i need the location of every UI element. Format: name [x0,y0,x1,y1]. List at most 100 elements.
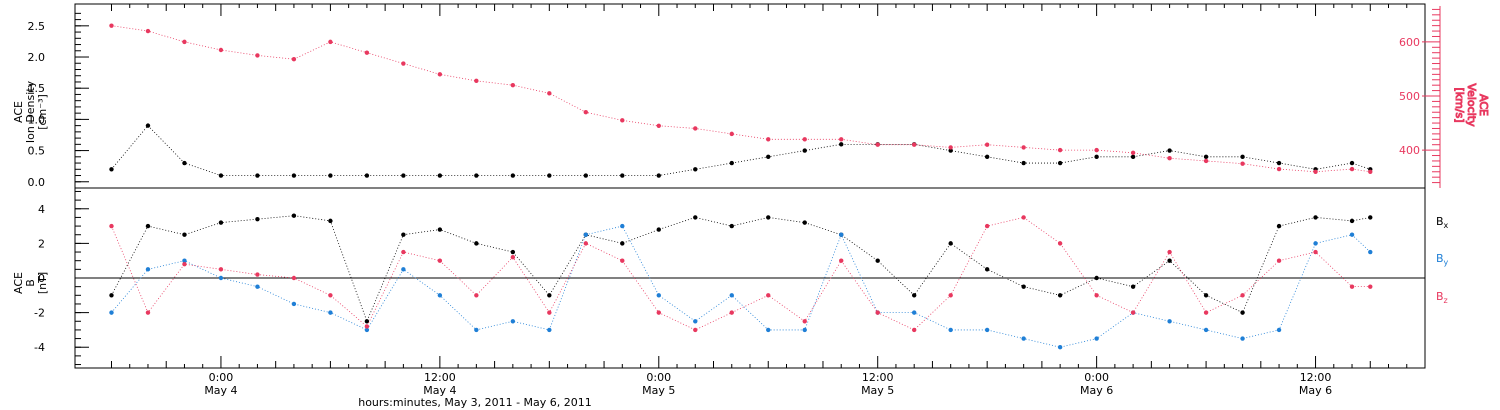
xtick-time-label: 12:00 [424,371,456,384]
xtick-date-label: May 6 [1080,384,1113,397]
bottom-point [1349,218,1355,224]
bottom-point [656,227,661,232]
bottom-point [1203,310,1209,315]
xtick-time-label: 12:00 [1300,371,1332,384]
top-point [948,145,953,150]
bottom-point [620,258,625,263]
bottom-point [583,241,589,246]
bottom-point [547,310,552,315]
bottom-point [1349,284,1355,289]
bottom-point [291,275,297,281]
bottom-point [948,241,953,246]
bottom-point [364,327,370,333]
bottom-point [510,249,516,255]
bottom-point [839,258,844,263]
top-point [218,47,224,53]
bottom-point [547,327,552,333]
bottom-point [401,249,406,255]
bottom-point [291,213,297,218]
top-point [474,78,479,84]
bottom-point [729,310,734,315]
top-ytick-label: 0.5 [28,145,46,158]
top-point [1094,154,1099,160]
bottom-point [437,227,443,232]
top-point [729,160,734,166]
bottom-point [437,258,443,263]
bottom-point [1313,215,1318,220]
bottom-point [1313,241,1318,246]
top-point [1130,150,1136,156]
bottom-point [364,319,370,324]
xtick-date-label: May 5 [642,384,675,397]
xtick-time-label: 0:00 [209,371,234,384]
bottom-point [693,215,698,220]
bottom-point [1094,336,1099,341]
bottom-point [766,293,771,298]
bottom-point [1368,249,1373,255]
bottom-point [1167,319,1172,324]
bottom-point [656,310,661,315]
top-point [839,142,844,147]
top-ytick-label: 1.5 [28,82,46,95]
bottom-point [1240,293,1245,298]
xtick-date-label: May 4 [423,384,456,397]
top-point [1276,166,1282,172]
bottom-point [984,327,990,333]
bottom-point [255,284,260,289]
top-point [620,118,625,123]
bottom-ytick-label: 0 [38,272,45,285]
bottom-point [145,267,151,272]
bottom-point [948,293,953,298]
bottom-point [620,241,625,246]
top-y2label-line3: [km/s] [1453,87,1466,122]
top-ylabel-line3: [cm⁻³] [36,94,49,130]
top-y2tick-label: 600 [1399,36,1420,49]
bottom-trace [111,225,1371,348]
top-point [1240,161,1245,166]
bottom-point [911,310,917,315]
bottom-point [255,272,260,277]
top-trace [111,25,1371,173]
bottom-point [510,319,516,324]
top-point [1240,154,1245,160]
by-series [109,223,1373,350]
bottom-point [145,223,151,229]
bottom-point [1167,249,1172,255]
bottom-ylabel-line2: B [24,279,37,287]
bottom-point [218,267,224,272]
bottom-ytick-label: 4 [38,203,45,216]
bottom-point [693,319,698,324]
bottom-point [948,327,953,333]
top-point [911,142,917,147]
bottom-point [729,223,734,229]
bottom-point [182,232,187,237]
bottom-point [839,232,844,237]
bottom-point [1368,215,1373,220]
bottom-point [1130,284,1136,289]
bottom-point [1203,327,1209,333]
top-point [364,173,370,178]
bottom-point [1240,310,1245,315]
top-point [766,137,771,142]
bottom-point [1276,258,1282,263]
bottom-point [656,293,661,298]
top-ylabel-line1: ACE [12,101,25,123]
magnetic-field-panel: -4 -2 0 2 4 [34,187,1426,369]
top-point [1203,154,1209,160]
top-point [1057,147,1063,153]
bottom-point [255,216,260,222]
top-point [401,61,406,66]
bottom-trace [111,216,1371,331]
bottom-point [1094,275,1099,281]
top-point [182,160,187,166]
bottom-point [984,223,990,229]
density-series [109,123,1373,178]
bottom-point [875,310,880,315]
top-ytick-label: 2.0 [28,51,46,64]
bottom-point [984,267,990,272]
top-point [802,137,807,142]
bottom-point [875,258,880,263]
bottom-point [1349,232,1355,237]
bottom-point [802,327,807,333]
bottom-point [182,261,187,267]
